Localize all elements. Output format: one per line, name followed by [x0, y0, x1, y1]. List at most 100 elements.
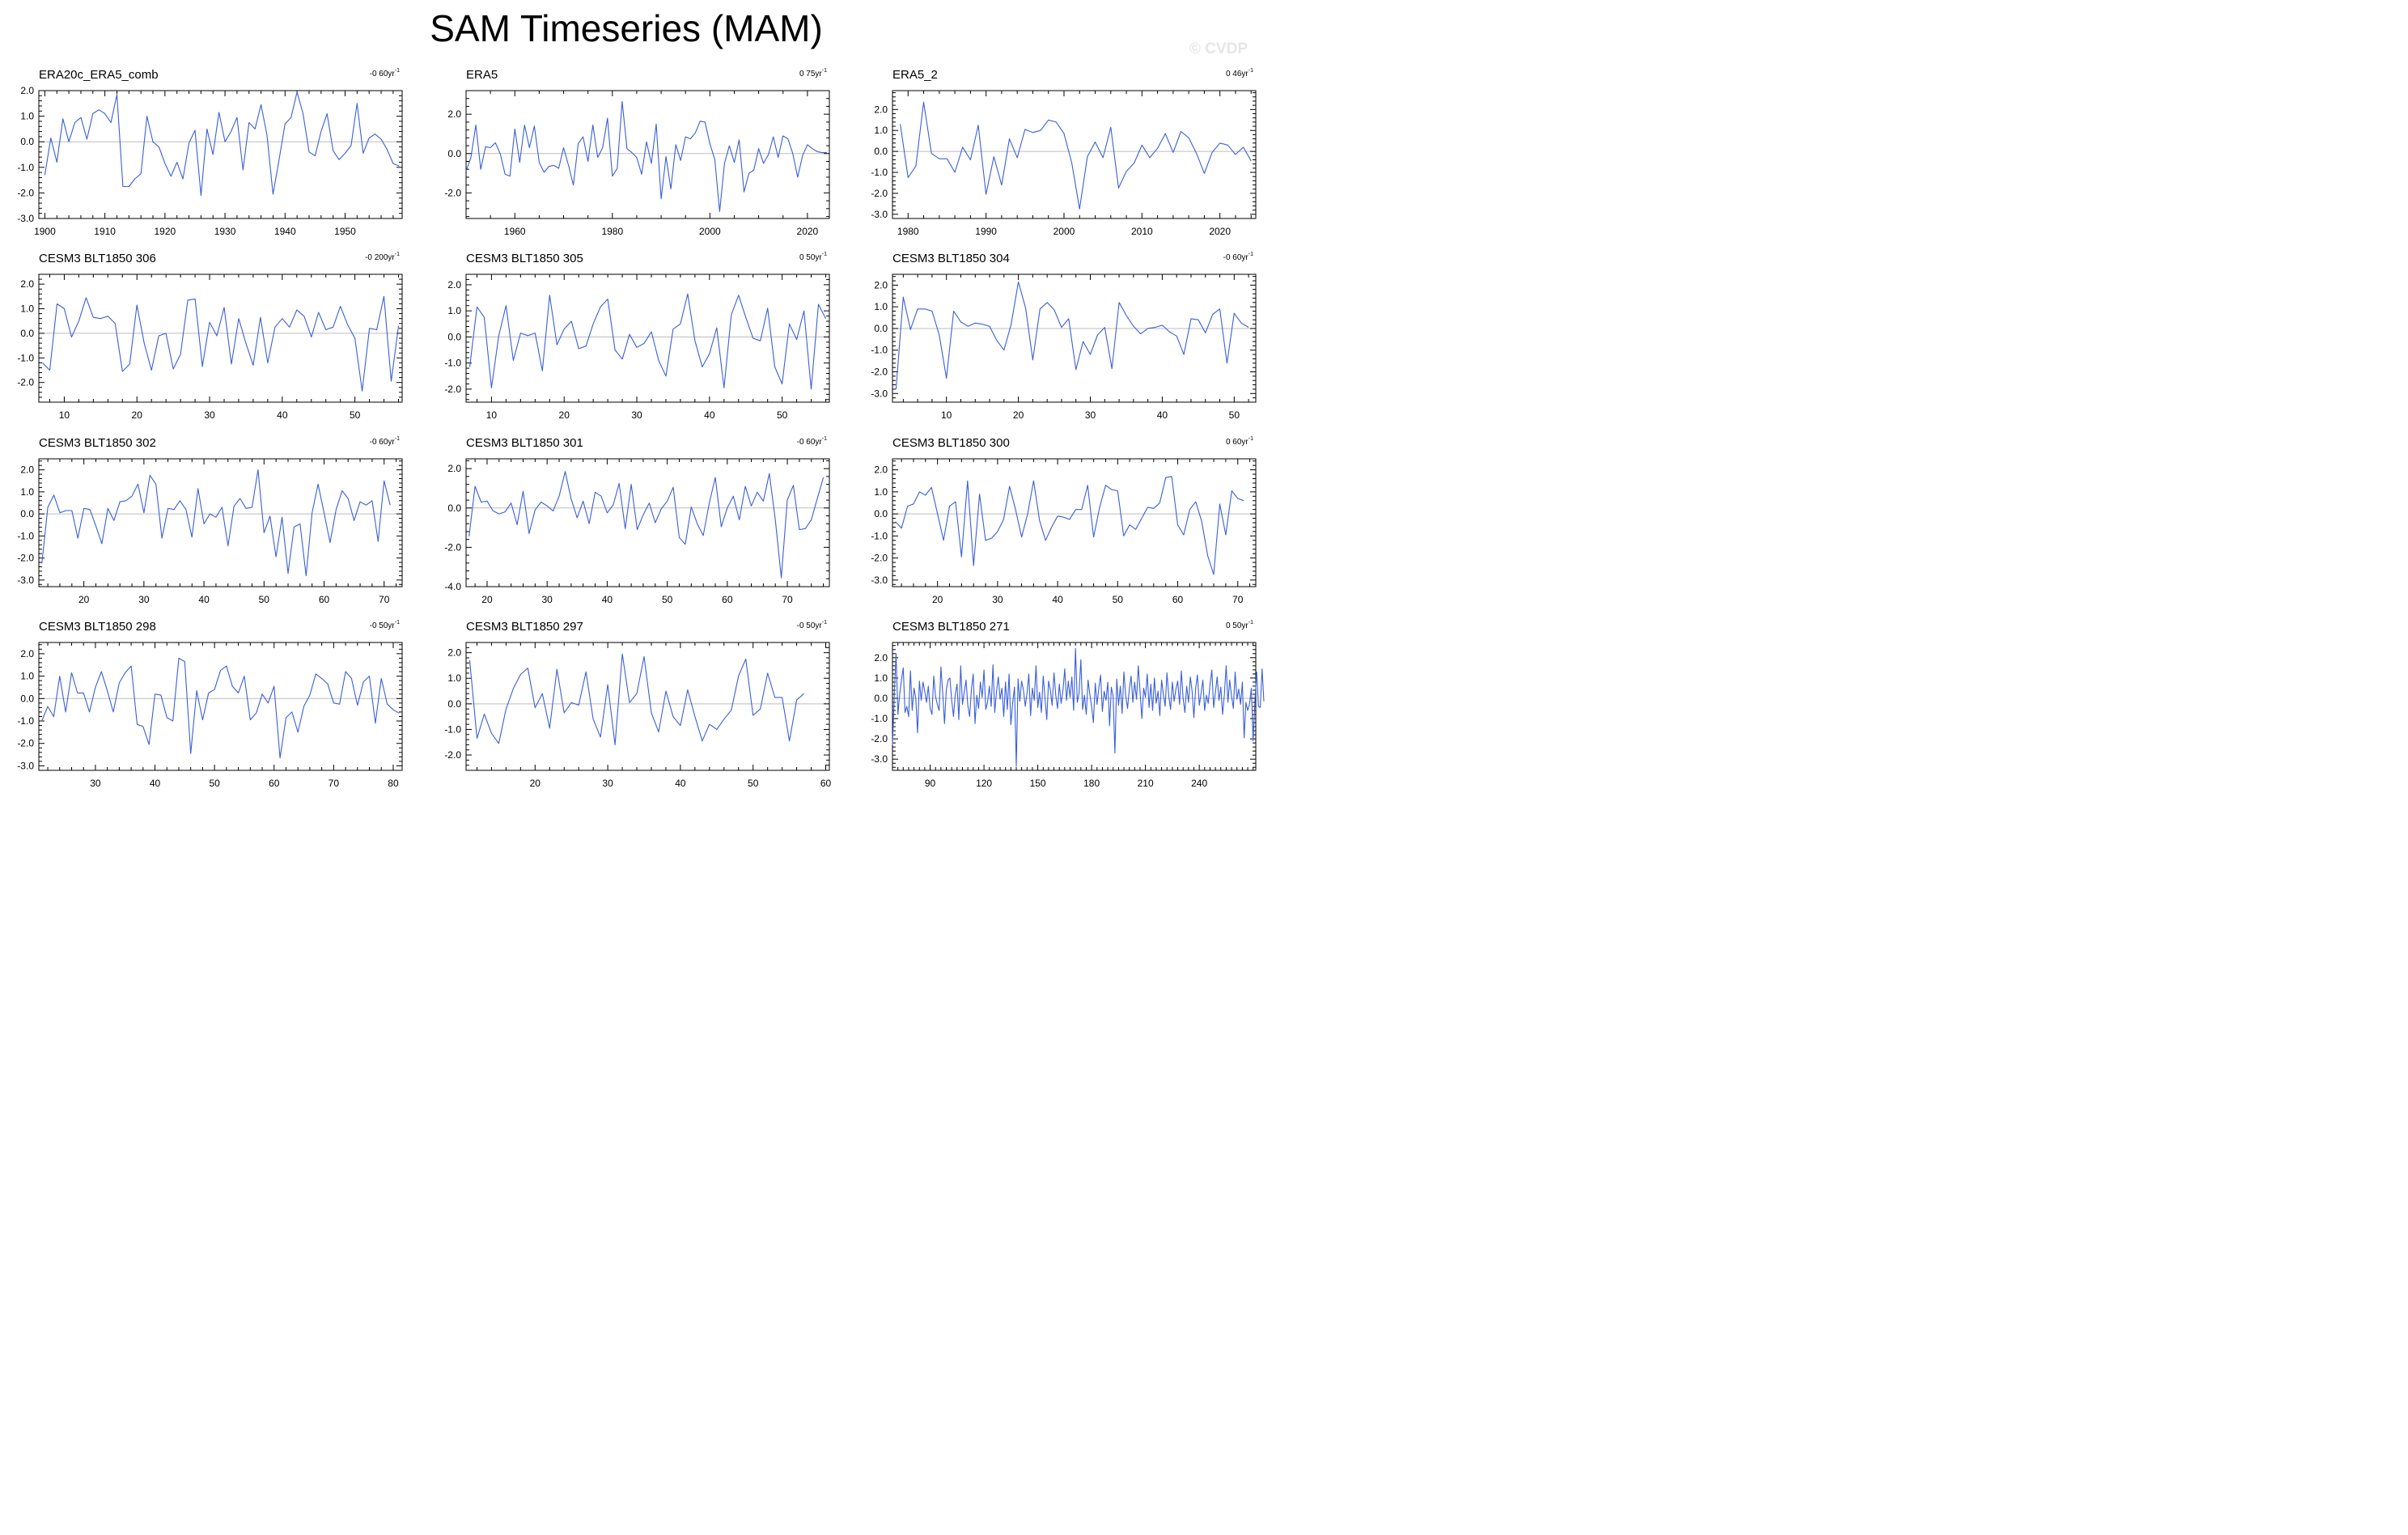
series-line	[44, 91, 400, 197]
y-tick-label: 0.0	[20, 693, 34, 704]
trend-label: -0 50yr-1	[370, 620, 400, 630]
y-tick-label: -2.0	[871, 553, 888, 564]
panel-title: CESM3 BLT1850 306	[39, 252, 156, 265]
x-tick-label: 10	[59, 409, 70, 421]
y-tick-label: -2.0	[871, 367, 888, 378]
x-tick-label: 60	[1172, 594, 1184, 605]
x-tick-label: 50	[777, 409, 788, 421]
chart-panel: CESM3 BLT1850 297 -0 50yr-1 2.0 1.0 0.0 -1.0 -…	[444, 620, 831, 789]
chart-panel: CESM3 BLT1850 302 -0 60yr-1 2.0 1.0 0.0 -1.0 -…	[17, 436, 403, 605]
y-tick-label: -2.0	[444, 541, 461, 553]
y-tick-label: -2.0	[17, 738, 34, 749]
x-tick-label: 2020	[1209, 226, 1231, 237]
y-tick-label: 2.0	[447, 108, 461, 120]
y-tick-label: 2.0	[874, 279, 888, 290]
y-tick-label: 1.0	[874, 672, 888, 684]
panel-title: ERA20c_ERA5_comb	[39, 68, 159, 82]
panel-title: CESM3 BLT1850 304	[892, 252, 1010, 265]
y-tick-label: -2.0	[444, 384, 461, 395]
y-tick-label: -1.0	[444, 358, 461, 369]
series-line	[892, 647, 1265, 767]
series-line	[468, 471, 825, 579]
trend-exponent: -1	[395, 436, 400, 442]
x-tick-label: 150	[1030, 778, 1046, 789]
y-tick-label: 2.0	[20, 648, 34, 659]
x-tick-label: 20	[1013, 409, 1024, 421]
page-title: SAM Timeseries (MAM)	[430, 7, 823, 49]
x-tick-label: 20	[530, 778, 541, 789]
x-tick-label: 180	[1083, 778, 1100, 789]
x-tick-label: 70	[1232, 594, 1244, 605]
y-tick-label: 0.0	[447, 331, 461, 342]
x-tick-label: 1920	[154, 226, 176, 237]
x-tick-label: 40	[675, 778, 686, 789]
y-tick-label: 2.0	[20, 464, 34, 476]
y-tick-label: 2.0	[447, 279, 461, 290]
trend-exponent: -1	[395, 620, 400, 625]
x-tick-label: 1950	[334, 226, 356, 237]
y-tick-label: -2.0	[17, 553, 34, 564]
chart-panel: ERA5 0 75yr-1 2.0 0.0 -2.0 1960 1980 2000 2020	[444, 68, 830, 237]
x-tick-label: 50	[1229, 409, 1240, 421]
x-tick-label: 60	[722, 594, 733, 605]
x-tick-label: 20	[78, 594, 90, 605]
x-tick-label: 20	[481, 594, 493, 605]
chart-panel: CESM3 BLT1850 301 -0 60yr-1 2.0 0.0 -2.0 -4.0…	[444, 436, 830, 605]
x-tick-label: 30	[602, 778, 613, 789]
series-line	[900, 101, 1252, 210]
x-tick-label: 30	[992, 594, 1003, 605]
x-tick-label: 60	[319, 594, 330, 605]
y-tick-label: -1.0	[871, 713, 888, 724]
trend-label: 0 50yr-1	[799, 252, 827, 262]
y-tick-label: 0.0	[874, 693, 888, 704]
y-tick-label: -3.0	[17, 213, 34, 224]
x-tick-label: 10	[486, 409, 498, 421]
y-tick-label: 1.0	[20, 303, 34, 315]
y-tick-label: 1.0	[874, 301, 888, 312]
trend-exponent: -1	[1249, 252, 1253, 257]
trend-label: -0 60yr-1	[797, 436, 827, 447]
panel-title: CESM3 BLT1850 302	[39, 436, 156, 450]
chart-panel: CESM3 BLT1850 305 0 50yr-1 2.0 1.0 0.0 -1.0 -2…	[444, 252, 830, 421]
chart-panel: CESM3 BLT1850 304 -0 60yr-1 2.0 1.0 0.0 -1.0 -…	[871, 252, 1257, 421]
y-tick-label: -1.0	[17, 162, 34, 173]
panel-title: ERA5_2	[892, 68, 938, 82]
chart-panel: CESM3 BLT1850 300 0 60yr-1 2.0 1.0 0.0 -1.0 -2…	[871, 436, 1257, 605]
y-tick-label: -4.0	[444, 581, 461, 592]
panel-title: CESM3 BLT1850 300	[892, 436, 1010, 450]
x-tick-label: 50	[1113, 594, 1124, 605]
y-tick-label: 0.0	[874, 146, 888, 157]
panel-title: CESM3 BLT1850 297	[466, 620, 583, 634]
panel-title: CESM3 BLT1850 271	[892, 620, 1010, 634]
y-tick-label: 0.0	[874, 323, 888, 334]
y-tick-label: 0.0	[20, 508, 34, 519]
chart-panel: ERA5_2 0 46yr-1 2.0 1.0 0.0 -1.0 -2.0 -3.0 1980 1…	[871, 68, 1257, 237]
y-tick-label: 1.0	[874, 125, 888, 136]
x-tick-label: 20	[559, 409, 570, 421]
x-tick-label: 1940	[274, 226, 296, 237]
x-tick-label: 40	[1157, 409, 1168, 421]
trend-exponent: -1	[395, 252, 400, 257]
trend-exponent: -1	[395, 68, 400, 74]
x-tick-label: 40	[704, 409, 715, 421]
x-tick-label: 10	[941, 409, 952, 421]
x-tick-label: 70	[329, 778, 340, 789]
x-tick-label: 1930	[214, 226, 236, 237]
series-line	[41, 657, 400, 759]
y-tick-label: 0.0	[20, 328, 34, 339]
trend-exponent: -1	[822, 436, 827, 442]
x-tick-label: 30	[90, 778, 101, 789]
watermark: © CVDP	[1189, 40, 1248, 57]
y-tick-label: -1.0	[17, 715, 34, 727]
series-line	[895, 281, 1249, 389]
x-tick-label: 50	[209, 778, 220, 789]
series-line	[468, 293, 826, 390]
plot-frame	[38, 458, 403, 587]
trend-label: -0 60yr-1	[1223, 252, 1253, 262]
y-tick-label: -3.0	[17, 575, 34, 586]
y-tick-label: 2.0	[874, 464, 888, 476]
x-tick-label: 1980	[601, 226, 623, 237]
y-tick-label: -2.0	[444, 187, 461, 198]
plot-frame	[892, 274, 1257, 403]
y-tick-label: -3.0	[871, 388, 888, 399]
